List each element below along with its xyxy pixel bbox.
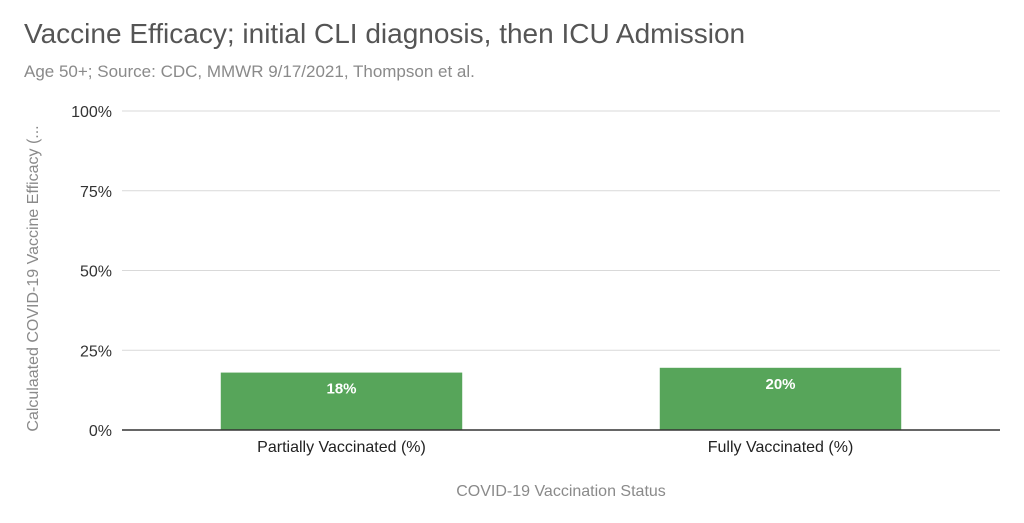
chart-title: Vaccine Efficacy; initial CLI diagnosis,… <box>24 18 746 49</box>
x-axis-title: COVID-19 Vaccination Status <box>456 483 666 500</box>
x-axis-categories: Partially Vaccinated (%) Fully Vaccinated… <box>257 439 853 456</box>
y-axis-ticks: 0% 25% 50% 75% 100% <box>71 104 112 440</box>
gridlines <box>122 110 1000 351</box>
data-labels: 18% 20% <box>326 376 795 398</box>
y-axis-title: Calculaated COVID-19 Vaccine Efficacy (.… <box>25 125 42 431</box>
y-tick-label: 100% <box>71 104 112 121</box>
data-label: 20% <box>765 376 795 393</box>
y-tick-label: 50% <box>80 264 112 281</box>
x-category-label: Fully Vaccinated (%) <box>708 439 854 456</box>
bar <box>220 372 463 430</box>
bar <box>659 367 902 430</box>
x-category-label: Partially Vaccinated (%) <box>257 439 426 456</box>
y-tick-label: 75% <box>80 184 112 201</box>
y-tick-label: 0% <box>89 423 112 440</box>
y-tick-label: 25% <box>80 343 112 360</box>
bars <box>220 367 902 430</box>
data-label: 18% <box>326 381 356 398</box>
chart-subtitle: Age 50+; Source: CDC, MMWR 9/17/2021, Th… <box>24 62 475 81</box>
